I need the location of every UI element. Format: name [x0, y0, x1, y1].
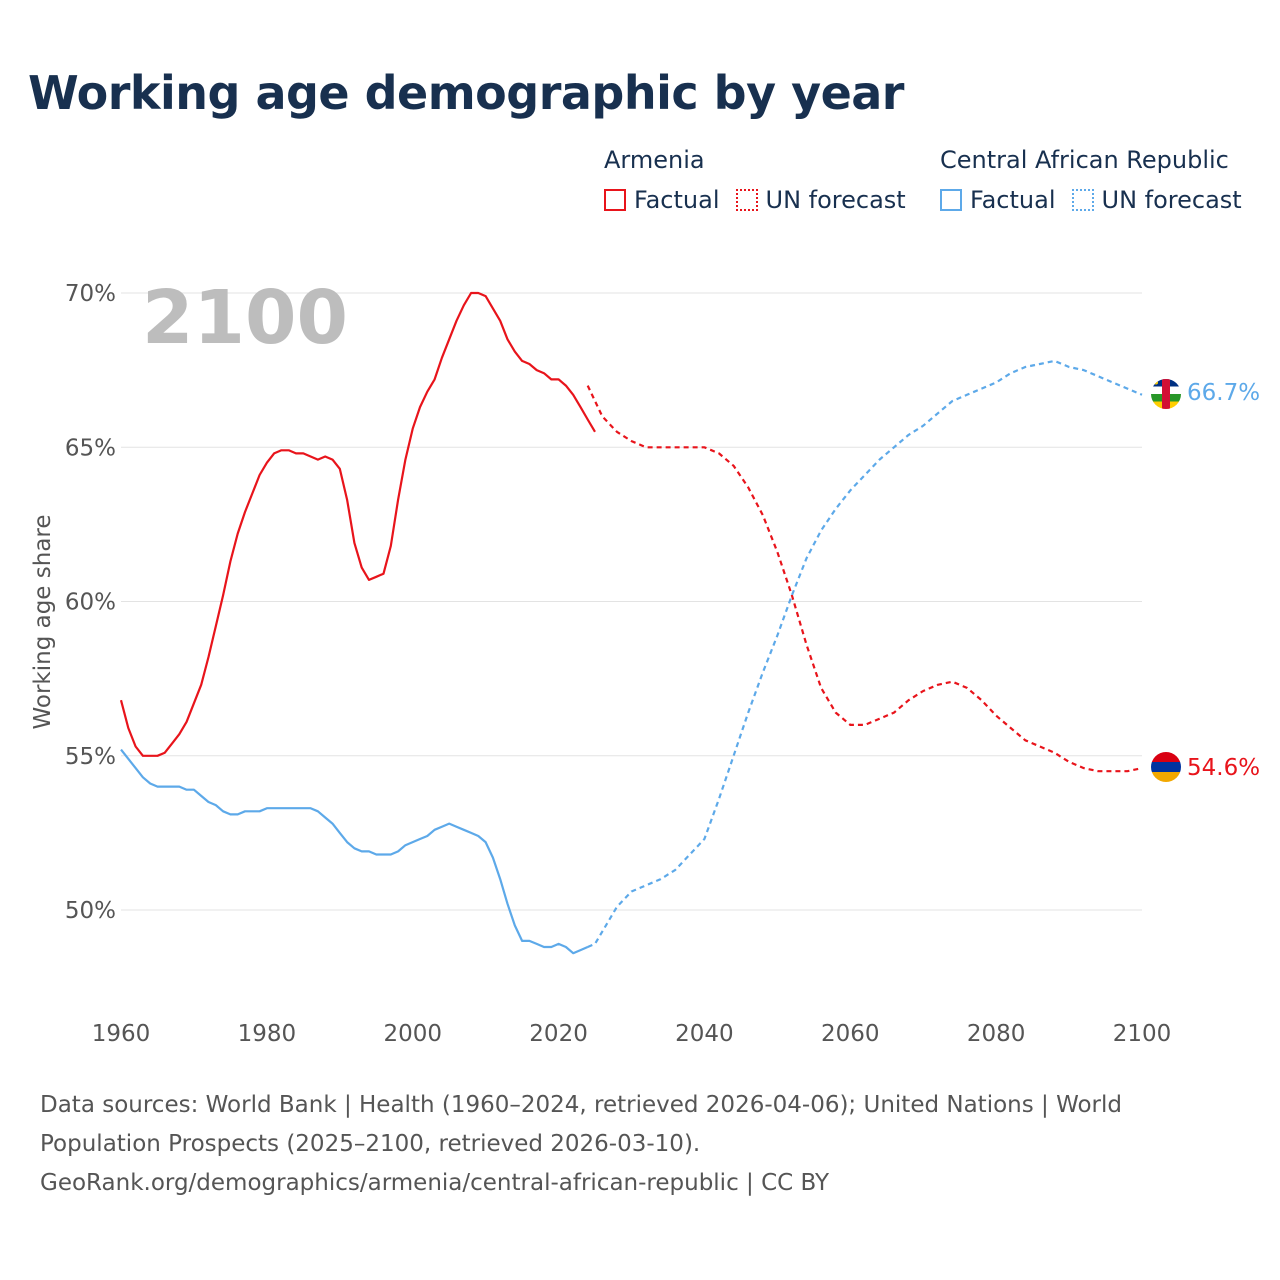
legend-group-name: Armenia	[604, 146, 705, 174]
x-tick-label: 2000	[383, 1021, 442, 1047]
legend-swatch-dotted	[735, 189, 758, 211]
armenia-flag-icon	[1151, 752, 1181, 782]
car-factual-line	[120, 748, 589, 955]
car-forecast-line	[587, 359, 1143, 949]
footer: Data sources: World Bank | Health (1960–…	[40, 1086, 1180, 1203]
legend-label: Factual	[634, 186, 720, 214]
x-tick-label: 2060	[821, 1021, 880, 1047]
car-end-value: 66.7%	[1187, 380, 1260, 406]
legend-item-car-factual[interactable]: Factual	[940, 186, 1056, 214]
armenia-end-value: 54.6%	[1187, 755, 1260, 781]
data-sources: Data sources: World Bank | Health (1960–…	[40, 1092, 1122, 1157]
legend-label: UN forecast	[765, 186, 906, 214]
legend-swatch-solid	[940, 189, 962, 211]
armenia-forecast-line	[586, 385, 1143, 773]
y-tick-label: 65%	[65, 435, 116, 461]
year-watermark: 2100	[142, 275, 348, 361]
legend-label: Factual	[970, 186, 1056, 214]
legend-label: UN forecast	[1101, 186, 1242, 214]
x-tick-label: 2080	[967, 1021, 1026, 1047]
y-axis-label: Working age share	[30, 514, 56, 729]
x-tick-label: 1960	[92, 1021, 151, 1047]
legend-group-car: Central African Republic Factual UN fore…	[940, 144, 1242, 214]
y-tick-label: 50%	[65, 898, 116, 924]
legend-group-armenia: Armenia Factual UN forecast	[604, 144, 906, 214]
armenia-factual-line	[119, 291, 596, 757]
y-tick-label: 70%	[65, 281, 116, 307]
x-tick-label: 2100	[1113, 1021, 1172, 1047]
x-tick-label: 2040	[675, 1021, 734, 1047]
legend-item-car-forecast[interactable]: UN forecast	[1071, 186, 1242, 214]
x-tick-label: 2020	[529, 1021, 588, 1047]
chart-title: Working age demographic by year	[28, 66, 905, 120]
y-tick-label: 60%	[65, 590, 116, 616]
attribution: GeoRank.org/demographics/armenia/central…	[40, 1170, 830, 1196]
y-tick-label: 55%	[65, 744, 116, 770]
legend-swatch-dotted	[1071, 189, 1094, 211]
legend-item-armenia-factual[interactable]: Factual	[604, 186, 720, 214]
central-african-republic-flag-icon	[1151, 379, 1181, 409]
legend-item-armenia-forecast[interactable]: UN forecast	[735, 186, 906, 214]
line-chart: 50% 55% 60% 65% 70% 1960 1980 2000 2020 2040 2060 2…	[30, 275, 1260, 1047]
legend-group-name: Central African Republic	[940, 146, 1229, 174]
x-tick-label: 1980	[238, 1021, 297, 1047]
legend-swatch-solid	[604, 189, 626, 211]
